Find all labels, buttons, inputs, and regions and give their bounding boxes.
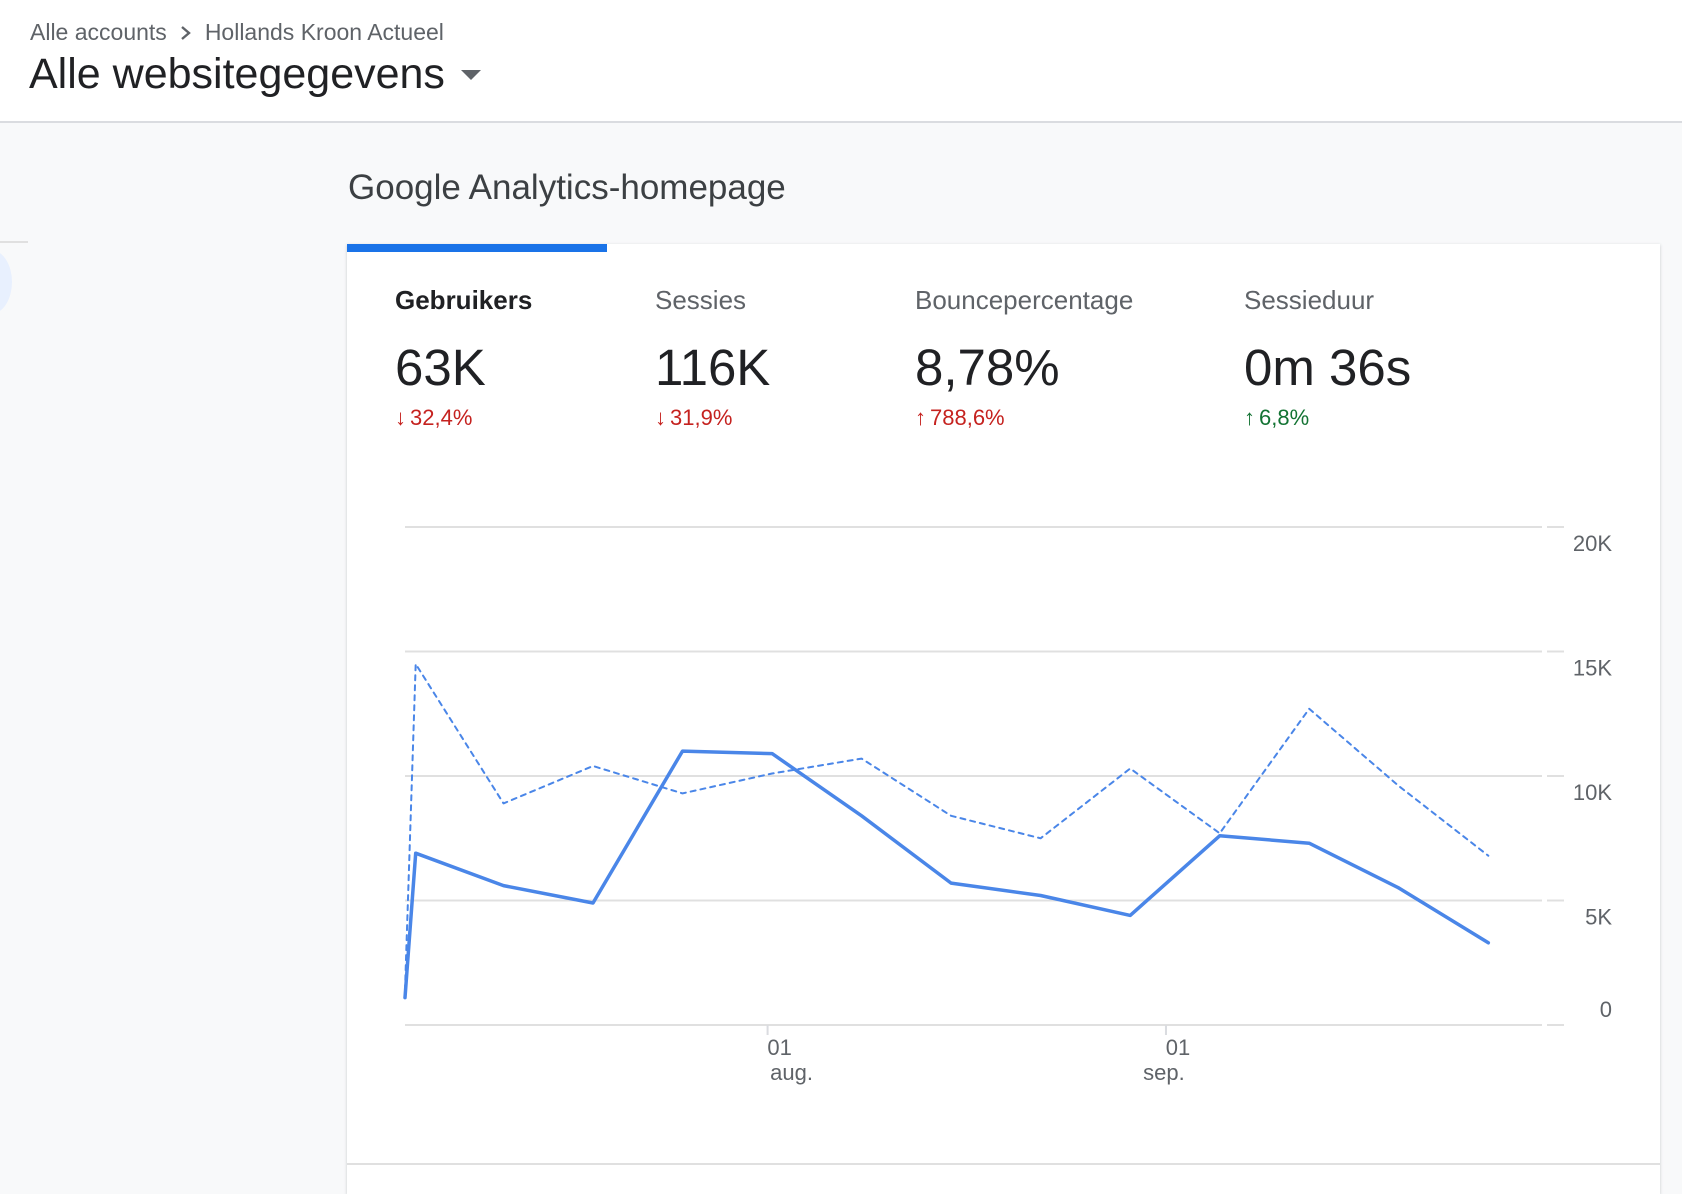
y-axis-tick-label: 5K: [1585, 905, 1612, 930]
x-axis-tick-label: sep.: [1143, 1060, 1185, 1085]
series-line-comparison: [404, 663, 1490, 992]
arrow-up-icon: ↑: [1244, 405, 1255, 430]
active-tab-indicator: [347, 244, 607, 252]
y-axis-tick-label: 15K: [1573, 656, 1612, 681]
left-panel-divider: [0, 241, 28, 243]
metric-value: 8,78%: [915, 339, 1060, 396]
x-axis-tick-label: aug.: [770, 1060, 813, 1085]
metric-change: ↑ 6,8%: [1244, 405, 1411, 431]
left-panel-avatar: [0, 250, 12, 314]
metric-label: Sessieduur: [1244, 285, 1375, 315]
metric-change-value: 32,4%: [410, 405, 473, 430]
series-line-current: [403, 749, 1491, 1000]
metric-change-value: 6,8%: [1259, 405, 1310, 430]
metric-tab-bouncepercentage[interactable]: Bouncepercentage 8,78% ↑ 788,6%: [915, 285, 1133, 431]
arrow-up-icon: ↑: [915, 405, 926, 430]
card-divider: [347, 1163, 1660, 1165]
metric-tab-gebruikers[interactable]: Gebruikers 63K ↓ 32,4%: [395, 285, 532, 431]
metric-tab-sessies[interactable]: Sessies 116K ↓ 31,9%: [655, 285, 770, 431]
section-title: Google Analytics-homepage: [348, 168, 786, 207]
metric-change-value: 788,6%: [930, 405, 1005, 430]
metric-change: ↓ 31,9%: [655, 405, 770, 431]
view-title: Alle websitegegevens: [29, 50, 445, 98]
caret-down-icon: [460, 69, 481, 80]
x-axis-tick-label: 01: [767, 1035, 791, 1060]
metric-label: Sessies: [655, 285, 747, 315]
breadcrumb-account[interactable]: Alle accounts: [30, 19, 167, 45]
view-selector[interactable]: Alle websitegegevens: [29, 50, 481, 99]
breadcrumb: Alle accounts Hollands Kroon Actueel: [30, 19, 444, 46]
page-header: Alle accounts Hollands Kroon Actueel All…: [0, 0, 1682, 123]
metrics-card: [347, 244, 1660, 1194]
metric-value: 116K: [655, 339, 771, 396]
arrow-down-icon: ↓: [655, 405, 666, 430]
metric-label: Gebruikers: [395, 285, 533, 315]
metric-change: ↓ 32,4%: [395, 405, 532, 431]
y-axis-tick-label: 0: [1600, 997, 1612, 1022]
x-axis-tick-label: 01: [1166, 1035, 1190, 1060]
y-axis-tick-label: 20K: [1573, 531, 1612, 556]
metric-value: 0m 36s: [1244, 339, 1412, 396]
y-axis-tick-label: 10K: [1573, 780, 1612, 805]
breadcrumb-property[interactable]: Hollands Kroon Actueel: [204, 19, 444, 45]
metric-change-value: 31,9%: [670, 405, 733, 430]
arrow-down-icon: ↓: [395, 405, 406, 430]
chevron-right-icon: [181, 25, 191, 40]
metric-value: 63K: [395, 339, 486, 396]
metric-label: Bouncepercentage: [915, 285, 1134, 315]
metric-tab-sessieduur[interactable]: Sessieduur 0m 36s ↑ 6,8%: [1244, 285, 1411, 431]
metric-change: ↑ 788,6%: [915, 405, 1133, 431]
